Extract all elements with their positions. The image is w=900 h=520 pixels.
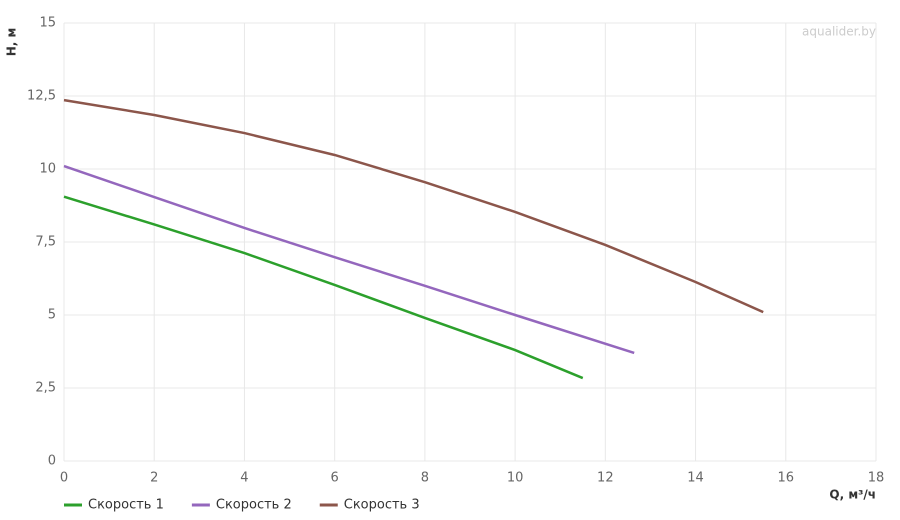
line-series: [63, 98, 764, 314]
x-tick-label: 8: [421, 471, 429, 486]
x-tick-label: 16: [778, 471, 795, 486]
y-tick-label: 2,5: [35, 381, 56, 396]
y-tick-label: 10: [39, 162, 56, 177]
x-tick-label: 4: [240, 471, 248, 486]
y-tick-label: 15: [39, 16, 56, 31]
x-tick-label: 10: [507, 471, 524, 486]
y-tick-label: 5: [48, 308, 56, 323]
y-tick-label: 0: [48, 454, 56, 469]
x-tick-label: 14: [687, 471, 704, 486]
x-axis-label: Q, м³/ч: [829, 488, 876, 502]
x-tick-label: 6: [331, 471, 339, 486]
x-tick-label: 18: [868, 471, 885, 486]
line-series: [63, 195, 584, 380]
y-axis-label: H, м: [5, 28, 19, 57]
legend-label: Скорость 1: [88, 498, 164, 513]
line-series: [63, 164, 635, 355]
x-tick-label: 0: [60, 471, 68, 486]
watermark: aqualider.by: [802, 25, 876, 39]
y-tick-label: 12,5: [27, 89, 56, 104]
y-tick-label: 7,5: [35, 235, 56, 250]
legend-label: Скорость 3: [344, 498, 420, 513]
legend-label: Скорость 2: [216, 498, 292, 513]
x-tick-label: 2: [150, 471, 158, 486]
x-tick-label: 12: [597, 471, 614, 486]
